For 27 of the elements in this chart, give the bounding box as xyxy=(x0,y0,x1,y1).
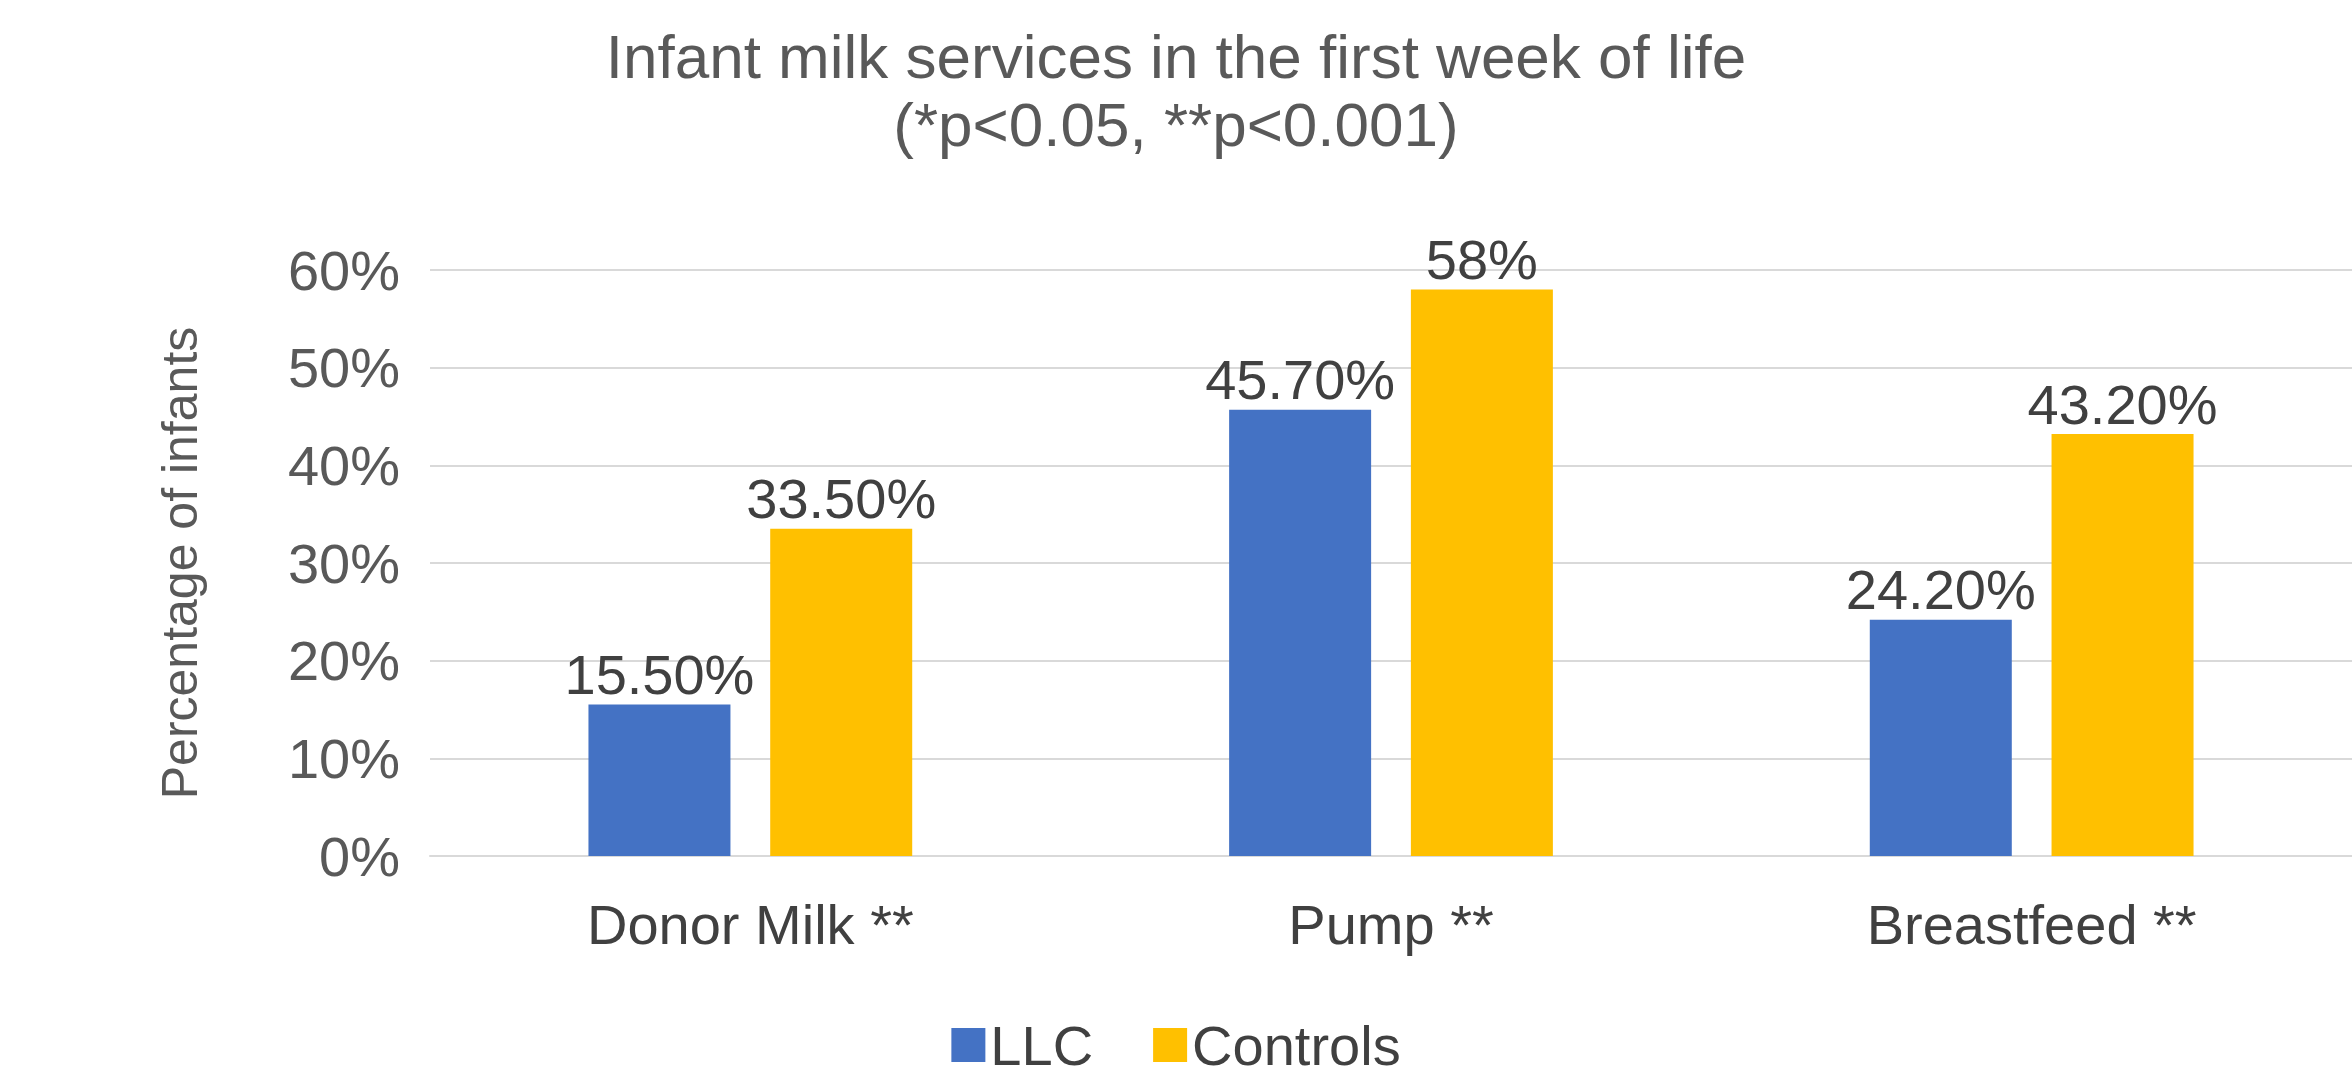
y-axis-title: Percentage of infants xyxy=(152,326,208,800)
legend-label: LLC xyxy=(990,1013,1094,1077)
data-label: 24.20% xyxy=(1845,558,2036,622)
data-label: 58% xyxy=(1425,228,1538,292)
chart-title: Infant milk services in the first week of life xyxy=(605,21,1747,91)
bar xyxy=(1869,619,2012,856)
y-tick-label: 10% xyxy=(287,726,400,790)
bar xyxy=(770,528,913,856)
x-tick-label: Breastfeed ** xyxy=(1866,892,2197,956)
data-label: 45.70% xyxy=(1205,348,1396,412)
bar xyxy=(2051,434,2194,856)
x-tick-label: Pump ** xyxy=(1288,892,1494,956)
legend-label: Controls xyxy=(1192,1013,1401,1077)
chart-subtitle: (*p<0.05, **p<0.001) xyxy=(893,89,1459,159)
y-tick-label: 0% xyxy=(319,824,400,888)
y-tick-label: 20% xyxy=(287,629,400,693)
bar xyxy=(1410,289,1553,856)
data-label: 43.20% xyxy=(2027,372,2218,436)
y-tick-label: 30% xyxy=(287,531,400,595)
x-tick-label: Donor Milk ** xyxy=(586,892,914,956)
y-tick-label: 60% xyxy=(287,238,400,302)
y-tick-label: 40% xyxy=(287,433,400,497)
data-label: 15.50% xyxy=(564,643,755,707)
bar xyxy=(588,704,731,856)
data-label: 33.50% xyxy=(746,467,937,531)
y-tick-label: 50% xyxy=(287,336,400,400)
bar xyxy=(1229,409,1372,856)
